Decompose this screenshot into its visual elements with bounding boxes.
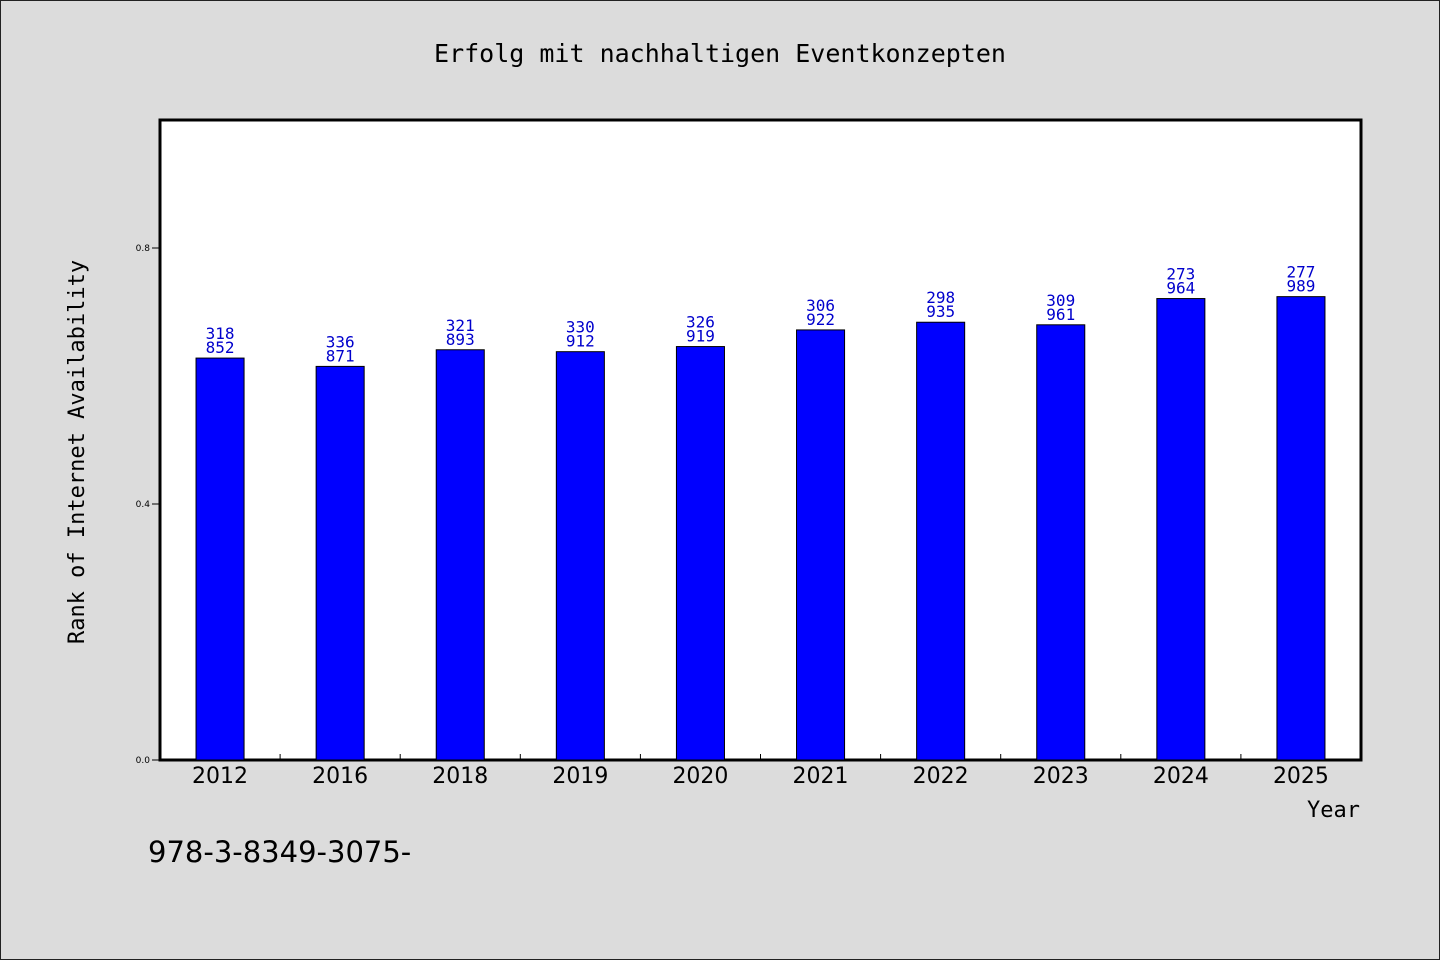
- bar-label-2025-line2: 989: [1286, 277, 1315, 296]
- bar-2022: [916, 321, 966, 761]
- bar-label-2024-line1: 273: [1166, 265, 1195, 284]
- bar-label-2018-line1: 321: [446, 316, 475, 335]
- x-tick-label-2016: 2016: [312, 764, 368, 789]
- x-axis: 2012 2016 2018 2019 2020 2021 2022 2023 2024 2025: [192, 754, 1329, 789]
- x-tick-label-2025: 2025: [1273, 764, 1329, 789]
- bar-2012: [195, 357, 245, 761]
- y-tick-label-0.0: 0.0: [136, 756, 151, 766]
- bar-label-2023-line2: 961: [1046, 305, 1075, 324]
- bar-label-2012-line1: 318: [206, 324, 235, 343]
- bar-label-2021-line1: 306: [806, 296, 835, 315]
- chart-title: Erfolg mit nachhaltigen Eventkonzepten: [434, 39, 1006, 68]
- bar-2016: [315, 365, 365, 761]
- bar-2023: [1036, 324, 1086, 761]
- bar-label-2012-line2: 852: [206, 338, 235, 357]
- bar-2025: [1276, 296, 1326, 761]
- x-tick-label-2019: 2019: [552, 764, 608, 789]
- footer-text: 978-3-8349-3075-: [148, 835, 411, 869]
- bar-label-2023-line1: 309: [1046, 291, 1075, 310]
- bar-label-2022-line2: 935: [926, 302, 955, 321]
- bars-group: [195, 296, 1326, 761]
- bar-label-2019-line2: 912: [566, 332, 595, 351]
- x-tick-label-2018: 2018: [432, 764, 488, 789]
- bar-label-2016-line1: 336: [326, 332, 355, 351]
- bar-2024: [1156, 298, 1206, 761]
- y-axis: 0.0 0.4 0.8: [136, 244, 160, 766]
- y-tick-label-0.4: 0.4: [136, 500, 151, 510]
- bar-2018: [435, 349, 485, 761]
- bar-label-2018-line2: 893: [446, 330, 475, 349]
- bar-2021: [796, 329, 846, 761]
- bar-label-2020-line2: 919: [686, 327, 715, 346]
- x-axis-label: Year: [1307, 798, 1360, 823]
- x-tick-label-2012: 2012: [192, 764, 248, 789]
- bar-label-2022-line1: 298: [926, 288, 955, 307]
- x-tick-label-2020: 2020: [672, 764, 728, 789]
- bar-2020: [675, 346, 725, 761]
- bar-label-2019-line1: 330: [566, 318, 595, 337]
- bar-label-2020-line1: 326: [686, 313, 715, 332]
- y-axis-label: Rank of Internet Availability: [65, 260, 90, 644]
- bar-label-2016-line2: 871: [326, 346, 355, 365]
- bar-label-2021-line2: 922: [806, 310, 835, 329]
- y-tick-label-0.8: 0.8: [136, 244, 151, 254]
- x-tick-label-2022: 2022: [913, 764, 969, 789]
- x-tick-label-2021: 2021: [793, 764, 849, 789]
- bar-label-2024-line2: 964: [1166, 279, 1195, 298]
- x-tick-label-2023: 2023: [1033, 764, 1089, 789]
- x-tick-label-2024: 2024: [1153, 764, 1209, 789]
- bar-label-2025-line1: 277: [1286, 263, 1315, 282]
- bar-2019: [555, 351, 605, 761]
